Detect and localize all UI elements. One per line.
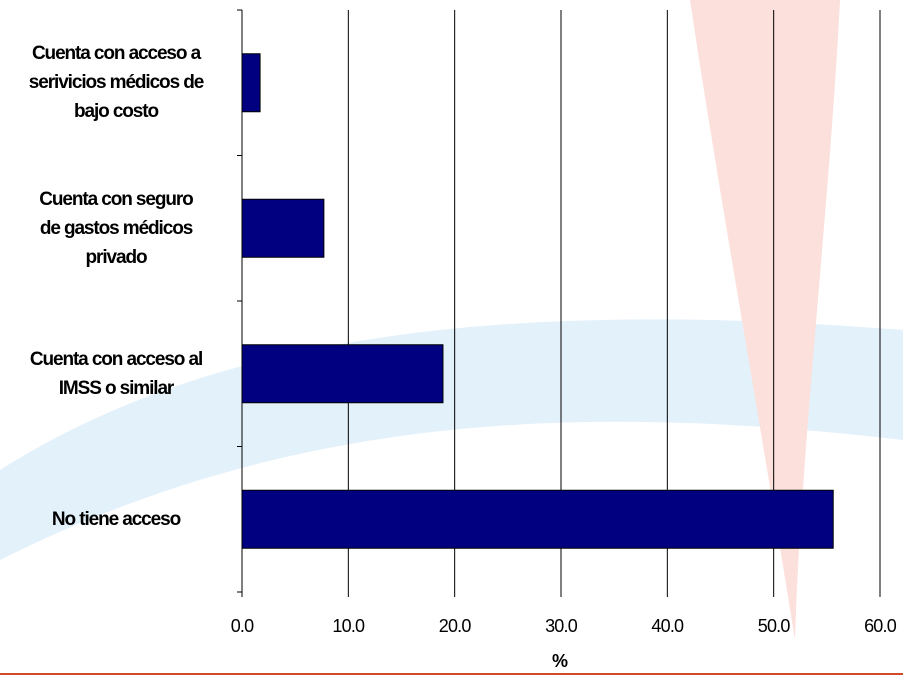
category-label-line: No tiene acceso: [51, 508, 181, 530]
x-tick-label: 50.0: [758, 616, 791, 636]
category-label-line: serivicios médicos de: [28, 72, 204, 94]
gridlines: [347, 10, 881, 592]
category-label-2: Cuenta con seguro de gastos médicos privad…: [0, 185, 232, 272]
bar-3: [241, 344, 444, 404]
x-tick-label: 40.0: [651, 616, 684, 636]
category-label-4: No tiene acceso: [0, 505, 232, 534]
x-tick-labels: 0.0 10.0 20.0 30.0 40.0 50.0 60.0: [231, 616, 898, 636]
x-tick-label: 10.0: [332, 616, 365, 636]
category-label-line: IMSS o similar: [58, 377, 175, 399]
x-tick-label: 30.0: [545, 616, 578, 636]
category-label-line: bajo costo: [73, 101, 159, 123]
bar-1: [241, 53, 261, 113]
category-label-line: privado: [85, 246, 148, 268]
x-axis-title: %: [552, 651, 569, 671]
bottom-rule: [0, 673, 903, 675]
x-tick-label: 60.0: [864, 616, 897, 636]
bar-2: [241, 198, 325, 258]
category-label-line: Cuenta con acceso al: [29, 348, 203, 370]
category-label-line: de gastos médicos: [39, 217, 193, 239]
x-tick-label: 0.0: [231, 616, 254, 636]
bars: [241, 53, 834, 549]
category-label-3: Cuenta con acceso al IMSS o similar: [0, 345, 232, 403]
x-tick-label: 20.0: [439, 616, 472, 636]
category-label-1: Cuenta con acceso a serivicios médicos de…: [0, 39, 232, 126]
background-blue-swoosh: [0, 319, 903, 560]
category-label-line: Cuenta con seguro: [39, 188, 193, 210]
category-label-line: Cuenta con acceso a: [31, 43, 201, 65]
background-red-swoosh: [690, 0, 840, 640]
bar-4: [241, 489, 834, 549]
